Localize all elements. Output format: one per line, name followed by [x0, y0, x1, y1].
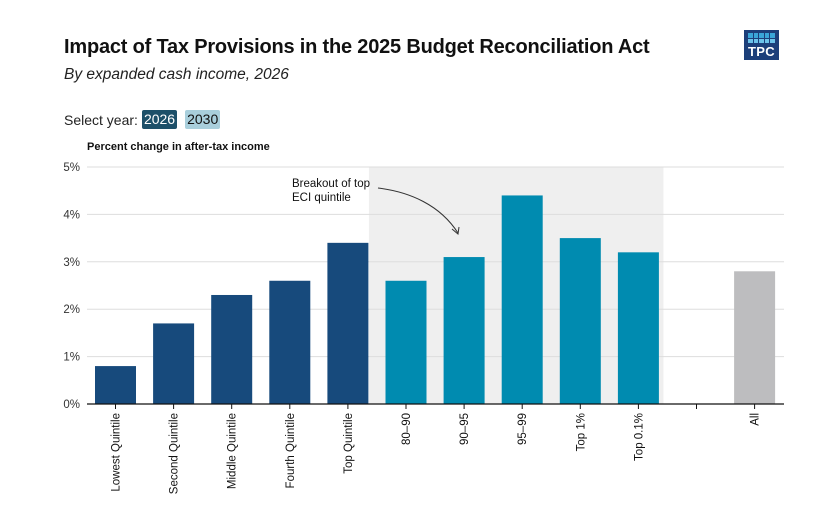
y-tick-label: 3% [63, 257, 80, 269]
x-tick-label: Lowest Quintile [111, 413, 123, 492]
x-tick-label: Second Quintile [169, 413, 181, 494]
year-button-2026[interactable]: 2026 [141, 110, 178, 129]
x-tick-label: Fourth Quintile [285, 413, 297, 488]
annotation-arrowhead-icon [451, 226, 460, 235]
y-tick-label: 5% [63, 162, 80, 174]
y-axis-title: Percent change in after-tax income [87, 141, 270, 153]
annotation-line-1: Breakout of top [292, 178, 370, 190]
bar [211, 294, 253, 404]
chart-subtitle: By expanded cash income, 2026 [64, 66, 289, 83]
bar [617, 252, 659, 404]
bar [269, 280, 311, 404]
bar [734, 271, 776, 404]
bar [153, 323, 195, 404]
x-tick-label: 80–90 [401, 413, 413, 445]
year-button-2030[interactable]: 2030 [185, 110, 221, 129]
x-tick-label: 90–95 [459, 413, 471, 445]
bar [443, 257, 485, 404]
logo-text: TPC [748, 44, 775, 59]
x-tick-label: Top 0.1% [633, 413, 645, 461]
y-tick-label: 2% [63, 304, 80, 316]
bar [501, 195, 543, 404]
tpc-logo: TPC [744, 30, 779, 60]
chart-title: Impact of Tax Provisions in the 2025 Bud… [64, 36, 650, 58]
bar [95, 366, 136, 404]
x-tick-label: 95–99 [517, 413, 529, 445]
bar [327, 242, 369, 404]
annotation-arrow [377, 187, 459, 234]
y-tick-label: 4% [63, 209, 80, 221]
logo-grid-icon [748, 33, 775, 43]
bar [385, 280, 427, 404]
y-tick-label: 0% [63, 399, 80, 411]
x-tick-label: Top Quintile [343, 413, 355, 474]
bar [559, 238, 601, 404]
y-tick-label: 1% [63, 352, 80, 364]
x-tick-label: All [750, 413, 762, 426]
x-tick-label: Top 1% [575, 413, 587, 451]
annotation-line-2: ECI quintile [292, 192, 351, 204]
year-selector-label: Select year: [64, 111, 138, 128]
year-selector: Select year: 2026 2030 [64, 110, 221, 129]
x-tick-label: Middle Quintile [227, 413, 239, 489]
